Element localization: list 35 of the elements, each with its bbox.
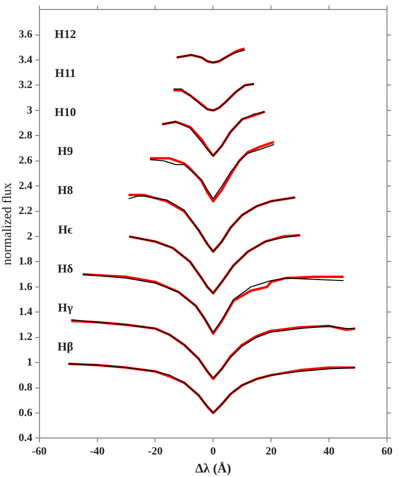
x-tick-label: 40 (324, 446, 336, 458)
y-tick-label: 1.4 (18, 306, 33, 318)
x-tick-label: -40 (90, 446, 106, 458)
y-tick-label: 0.6 (18, 406, 33, 419)
annotation: H8 (58, 183, 74, 198)
annotation: Hγ (58, 300, 74, 315)
y-tick-label: 3.6 (18, 28, 33, 41)
y-tick-label: 1 (26, 356, 32, 368)
y-tick-label: 3.2 (18, 79, 33, 92)
y-tick-label: 3 (26, 104, 33, 116)
y-tick-label: 2.8 (18, 130, 33, 142)
annotation: H11 (55, 66, 76, 80)
annotation: H9 (58, 144, 74, 158)
y-tick-label: 2.4 (18, 180, 33, 192)
y-tick-label: 1.8 (18, 256, 33, 268)
annotation: Hβ (58, 340, 74, 354)
annotation: H10 (54, 105, 76, 120)
y-axis-title: normalized flux (0, 182, 14, 266)
annotation: Hδ (58, 261, 74, 276)
y-tick-label: 2 (26, 230, 33, 242)
annotation: Hϵ (58, 222, 73, 236)
y-tick-label: 2.6 (18, 154, 33, 167)
y-tick-label: 0.4 (18, 432, 33, 444)
y-tick-label: 1.2 (18, 331, 33, 344)
y-tick-label: 1.6 (18, 280, 33, 293)
y-tick-label: 3.4 (18, 54, 33, 66)
x-tick-label: 0 (210, 446, 216, 458)
x-tick-label: -20 (148, 446, 164, 458)
annotation: H12 (54, 26, 76, 41)
y-tick-label: 2.2 (18, 205, 33, 218)
x-tick-label: 20 (266, 446, 278, 458)
x-axis-title: Δλ (Å) (195, 460, 232, 476)
y-tick-label: 0.8 (18, 382, 33, 394)
x-tick-label: -60 (32, 446, 48, 458)
x-tick-label: 60 (382, 446, 393, 458)
